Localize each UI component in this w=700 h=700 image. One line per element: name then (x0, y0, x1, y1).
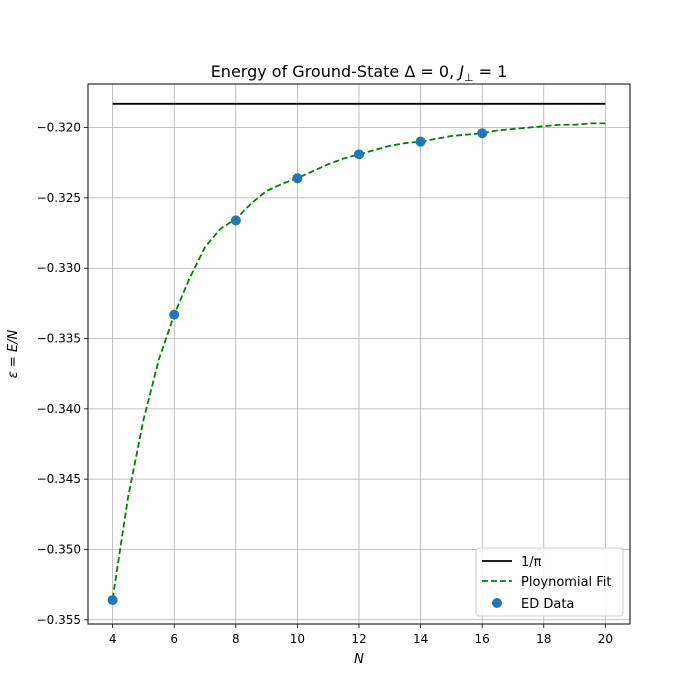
x-tick-label: 10 (290, 632, 305, 646)
x-tick-label: 6 (170, 632, 178, 646)
y-tick-label: −0.340 (37, 402, 81, 416)
y-tick-label: −0.345 (37, 472, 81, 486)
x-tick-label: 4 (109, 632, 117, 646)
chart-title-main: Energy of Ground-State (211, 62, 405, 81)
ed-data-point (107, 595, 118, 606)
x-tick-label: 16 (475, 632, 490, 646)
x-tick-label: 8 (232, 632, 240, 646)
x-axis-ticks: 4 6 8 10 12 14 16 18 20 (109, 624, 613, 646)
legend: 1/π Ploynomial Fit ED Data (475, 547, 624, 617)
y-axis-ticks: −0.355 −0.350 −0.345 −0.340 −0.335 −0.330 −0.3… (37, 121, 88, 627)
ed-data-point (477, 128, 488, 139)
legend-label-scatter: ED Data (521, 597, 574, 612)
y-tick-label: −0.355 (37, 613, 81, 627)
legend-label-line: 1/π (521, 555, 542, 570)
polynomial-fit-line (111, 122, 606, 599)
y-tick-label: −0.325 (37, 191, 81, 205)
chart-title-jval: = 1 (474, 62, 508, 81)
y-tick-label: −0.335 (37, 332, 81, 346)
ed-data-point (169, 309, 180, 320)
series-layer (107, 102, 606, 606)
x-tick-label: 20 (598, 632, 613, 646)
x-tick-label: 18 (536, 632, 551, 646)
legend-swatch-scatter (492, 598, 502, 608)
legend-box (475, 547, 624, 617)
chart-title: Energy of Ground-State Δ = 0, J⊥ = 1 (211, 62, 508, 84)
ed-data-point (230, 215, 241, 226)
y-tick-label: −0.350 (37, 542, 81, 556)
y-axis-label: ε = E/N (6, 329, 21, 378)
y-tick-label: −0.330 (37, 261, 81, 275)
x-tick-label: 12 (351, 632, 366, 646)
legend-label-fit: Ploynomial Fit (521, 575, 612, 590)
ed-data-point (415, 136, 426, 147)
x-tick-label: 14 (413, 632, 428, 646)
y-tick-label: −0.320 (37, 121, 81, 135)
chart-title-delta: Δ = 0, (404, 62, 459, 81)
x-axis-label: N (354, 652, 364, 667)
chart-title-j: J (456, 62, 464, 81)
ed-data-point (354, 149, 364, 160)
grid (88, 84, 630, 624)
chart-title-perp: ⊥ (464, 71, 474, 84)
ed-data-point (292, 173, 303, 184)
